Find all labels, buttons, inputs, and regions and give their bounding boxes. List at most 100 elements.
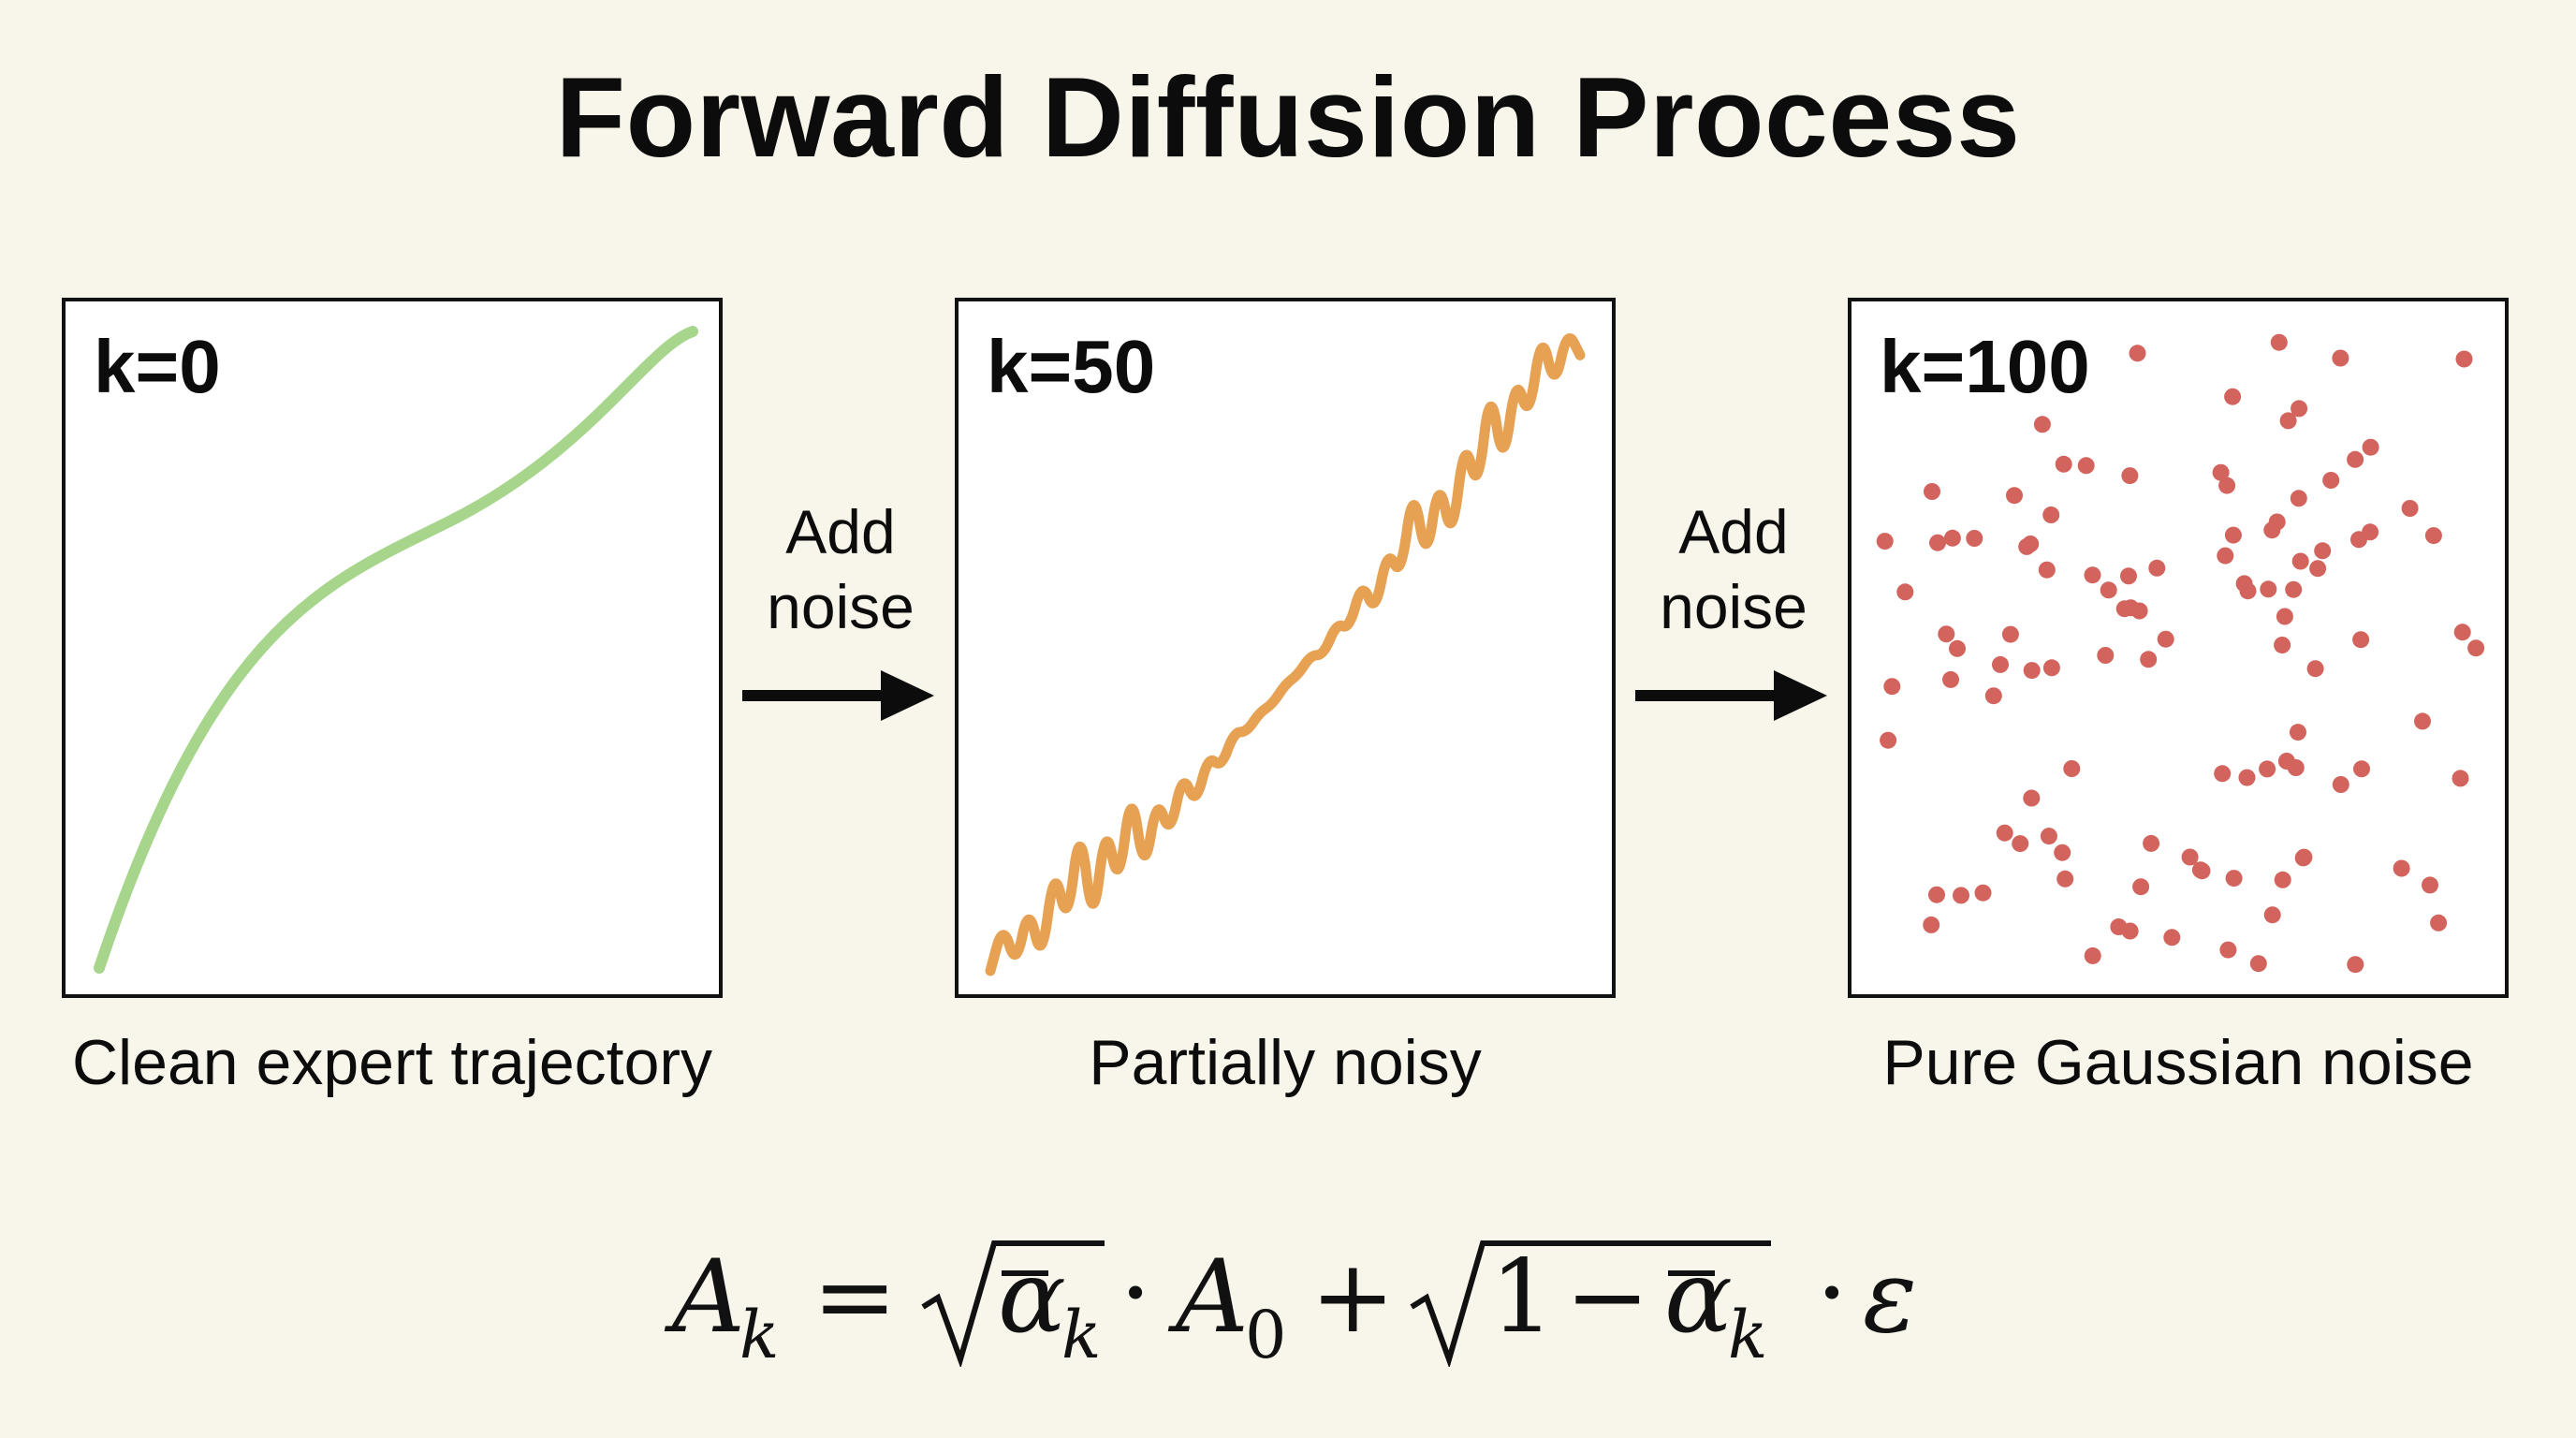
noise-point xyxy=(2263,906,2281,924)
panel-partial: k=50 xyxy=(955,298,1616,998)
eq-term-sub: 0 xyxy=(1245,1297,1287,1367)
noise-point xyxy=(2290,490,2307,507)
noise-point xyxy=(2084,946,2101,964)
noise-point xyxy=(2314,542,2332,560)
eq-equals: = xyxy=(812,1239,898,1356)
eq-dot-2: · xyxy=(1816,1235,1848,1352)
noise-point xyxy=(2279,412,2297,430)
clean-trajectory-plot xyxy=(94,326,698,974)
forward-diffusion-equation: A k = α k · A 0 + 1 − α k · ε xyxy=(664,1235,1917,1367)
noise-point xyxy=(1924,483,1940,500)
panel-label-k0: k=0 xyxy=(94,325,221,408)
eq-alpha-sub-1: k xyxy=(1061,1297,1101,1367)
noise-point xyxy=(2249,955,2267,973)
noise-point xyxy=(1938,625,1955,643)
noise-point xyxy=(1876,533,1894,550)
noise-point xyxy=(2129,345,2146,362)
noise-point xyxy=(2274,871,2291,888)
noise-point xyxy=(2332,776,2349,793)
noise-point xyxy=(2033,416,2051,433)
noise-point xyxy=(2121,467,2139,485)
eq-epsilon: ε xyxy=(1863,1239,1917,1356)
panel-clean: k=0 xyxy=(62,298,723,998)
noise-point xyxy=(2100,581,2117,599)
noise-point xyxy=(2352,631,2370,649)
noise-point xyxy=(2143,834,2160,852)
noise-point xyxy=(2353,760,2370,778)
noise-point xyxy=(2163,929,2181,946)
noise-point xyxy=(2285,580,2303,598)
eq-minus: − xyxy=(1565,1239,1650,1356)
noise-point xyxy=(2077,457,2095,475)
add-noise-arrow-1: Add noise xyxy=(733,494,948,728)
right-arrow-icon xyxy=(1635,670,1827,721)
eq-lhs-sub: k xyxy=(739,1297,779,1367)
sqrt-symbol-2 xyxy=(1410,1240,1771,1367)
noisy-trajectory-curve xyxy=(985,333,1586,976)
noise-point xyxy=(2422,876,2438,894)
noise-point xyxy=(2214,765,2232,783)
noise-point xyxy=(2212,463,2230,481)
eq-lhs-a: A xyxy=(664,1239,745,1356)
noise-point xyxy=(2291,400,2308,418)
partial-noise-plot xyxy=(985,333,1586,976)
noise-point xyxy=(2332,349,2349,367)
noise-point xyxy=(2270,333,2288,351)
noise-point xyxy=(2218,477,2236,494)
noise-point xyxy=(2452,770,2469,787)
panel-noise: k=100 xyxy=(1848,298,2509,998)
noise-point xyxy=(2042,659,2060,677)
clean-trajectory-curve xyxy=(94,326,698,974)
noise-point xyxy=(1943,529,1961,547)
noise-point xyxy=(2130,602,2148,620)
noise-point xyxy=(1923,916,1940,933)
noise-point xyxy=(2157,630,2174,648)
noise-point xyxy=(2347,450,2364,468)
eq-term-a: A xyxy=(1167,1239,1249,1356)
add-noise-arrow-2: Add noise xyxy=(1626,494,1841,728)
noise-point xyxy=(2274,637,2291,653)
noise-point xyxy=(2018,537,2036,555)
noise-point xyxy=(2097,647,2115,664)
eq-one: 1 xyxy=(1490,1239,1555,1356)
noise-point xyxy=(2306,660,2324,678)
noise-point xyxy=(2038,561,2056,579)
noise-point xyxy=(2238,769,2256,786)
noise-point xyxy=(2055,455,2072,473)
noise-point xyxy=(2225,870,2243,888)
noise-point xyxy=(2322,472,2340,489)
noise-point xyxy=(2217,547,2234,565)
noise-point xyxy=(2063,760,2081,777)
noise-point xyxy=(2193,862,2211,880)
noise-point xyxy=(2259,760,2276,778)
noise-point xyxy=(1974,884,1992,902)
noise-point xyxy=(2040,828,2057,845)
eq-dot-1: · xyxy=(1120,1235,1151,1352)
noise-point xyxy=(2430,914,2448,932)
noise-point xyxy=(1942,670,1959,688)
sqrt-symbol-1 xyxy=(921,1240,1105,1367)
noise-point xyxy=(2042,506,2060,523)
noise-point xyxy=(2362,438,2379,456)
eq-alpha-2: α xyxy=(1664,1239,1733,1356)
panel-label-k50: k=50 xyxy=(987,325,1156,408)
noise-point xyxy=(2219,941,2237,959)
noise-point xyxy=(2414,712,2431,730)
noise-point xyxy=(1953,887,1969,904)
eq-plus: + xyxy=(1310,1239,1396,1356)
caption-noise: Pure Gaussian noise xyxy=(1882,1027,2474,1098)
noise-point xyxy=(1984,687,2002,705)
arrow-label-line1: Add xyxy=(1678,497,1789,566)
noise-point xyxy=(2084,566,2101,584)
noise-point xyxy=(2115,600,2133,618)
diagram-title: Forward Diffusion Process xyxy=(555,53,2021,181)
noise-point xyxy=(2181,848,2199,866)
noise-point xyxy=(2224,388,2242,405)
noise-point xyxy=(2268,513,2286,531)
gaussian-noise-scatter xyxy=(1876,333,2485,974)
noise-point xyxy=(2290,724,2306,741)
noise-point xyxy=(2260,580,2277,598)
noise-point xyxy=(2393,859,2410,877)
noise-point xyxy=(2309,560,2327,578)
noise-point xyxy=(1896,583,1914,601)
